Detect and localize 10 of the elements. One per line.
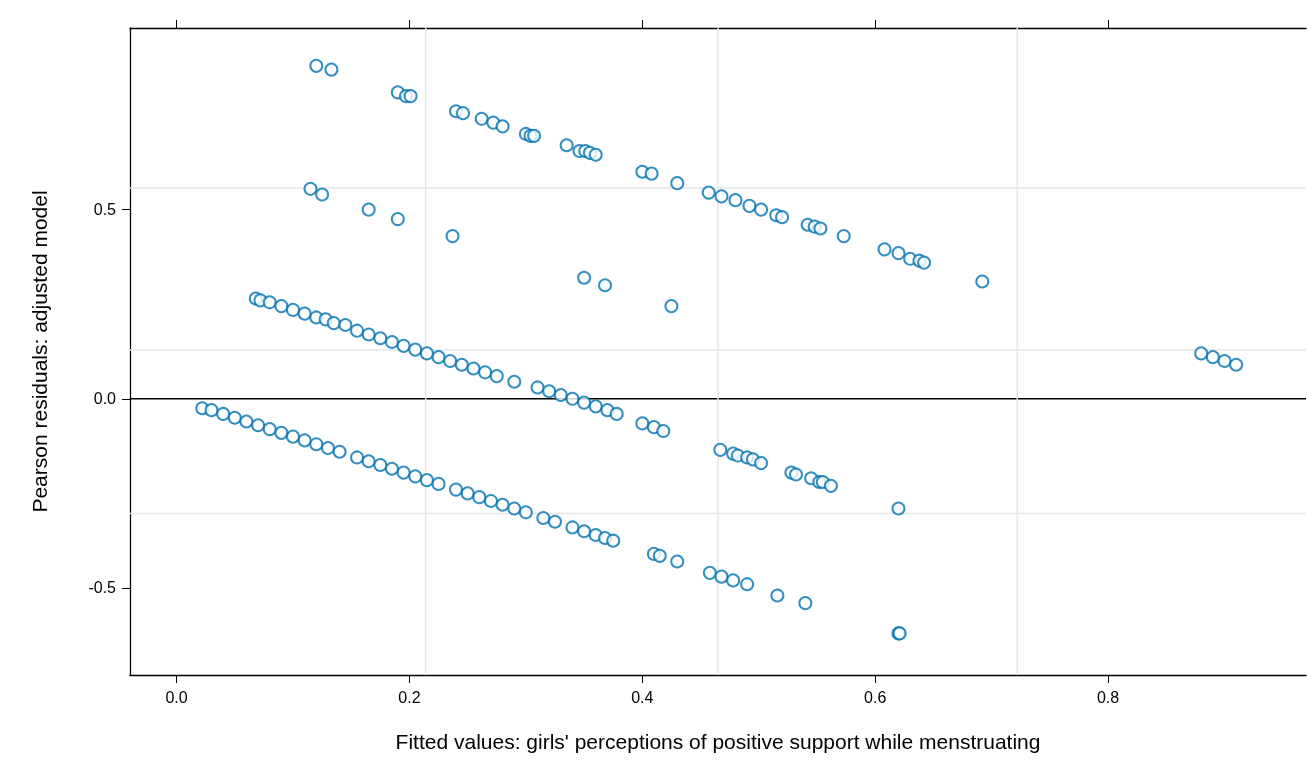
- x-axis-title: Fitted values: girls' perceptions of positive support while menstruating: [395, 730, 1041, 753]
- x-tick-label: 0.6: [864, 688, 887, 706]
- x-tick-label: 0.4: [631, 688, 654, 706]
- y-tick-label: -0.5: [88, 579, 117, 597]
- y-axis-title: Pearson residuals: adjusted model: [28, 190, 51, 513]
- x-tick-label: 0.8: [1096, 688, 1120, 706]
- x-tick-label: 0.2: [398, 688, 421, 706]
- y-tick-label: 0.0: [93, 390, 117, 408]
- x-tick-label: 0.0: [165, 688, 188, 706]
- y-tick-label: 0.5: [93, 201, 117, 219]
